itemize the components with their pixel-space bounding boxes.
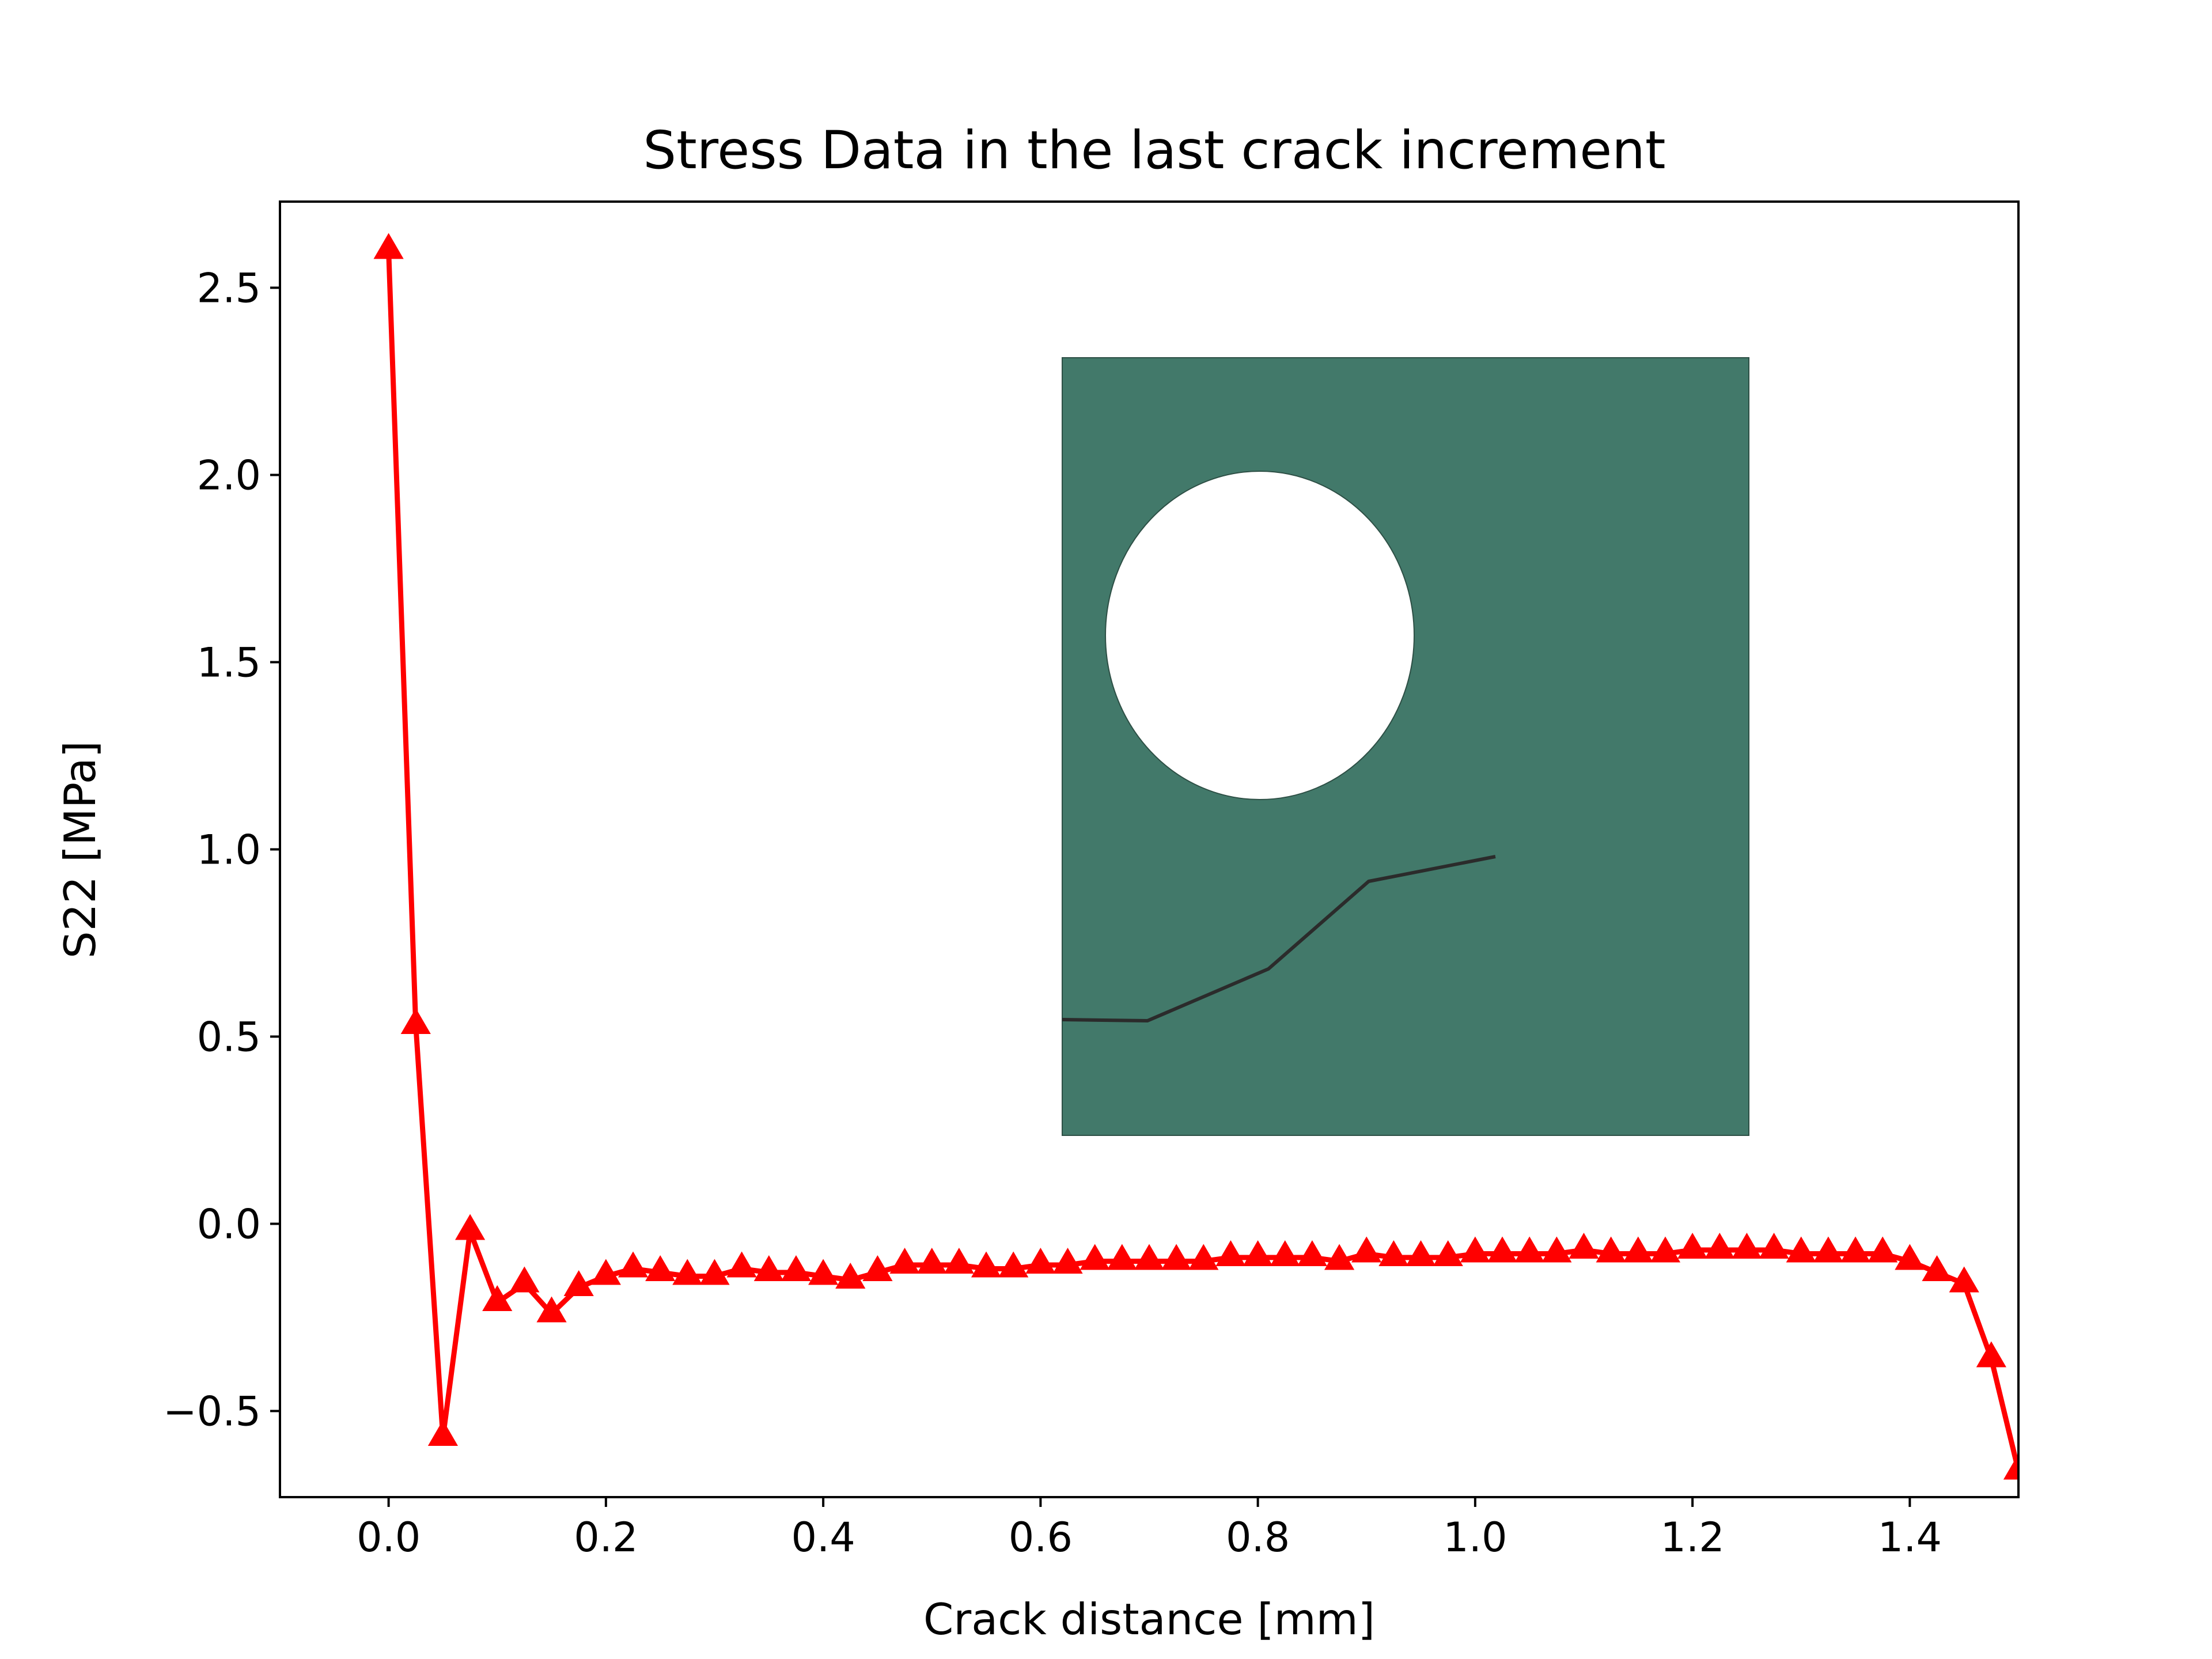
data-point-marker: [1188, 1244, 1219, 1270]
data-point-marker: [1677, 1233, 1708, 1259]
data-point-marker: [1433, 1240, 1463, 1266]
data-point-marker: [536, 1296, 567, 1323]
x-tick-label: 0.8: [1226, 1514, 1290, 1561]
data-point-marker: [590, 1259, 621, 1285]
data-point-marker: [781, 1255, 812, 1281]
data-point-marker: [1080, 1244, 1110, 1270]
data-point-marker: [699, 1259, 730, 1285]
data-point-marker: [1596, 1236, 1626, 1263]
x-tick-label: 1.2: [1660, 1514, 1724, 1561]
data-point-marker: [1378, 1240, 1409, 1266]
data-point-marker: [618, 1251, 649, 1278]
x-tick-label: 0.0: [357, 1514, 421, 1561]
x-tick-label: 0.2: [574, 1514, 638, 1561]
data-point-marker: [1840, 1236, 1871, 1263]
data-point-marker: [1732, 1233, 1762, 1259]
data-point-marker: [1705, 1233, 1735, 1259]
data-point-marker: [998, 1251, 1029, 1278]
data-point-marker: [726, 1251, 757, 1278]
x-tick-label: 0.4: [791, 1514, 855, 1561]
data-point-marker: [1052, 1248, 1083, 1274]
chart-title: Stress Data in the last crack increment: [643, 120, 1665, 181]
data-point-marker: [1025, 1248, 1056, 1274]
plot-frame: [279, 200, 2020, 1498]
data-point-marker: [1541, 1236, 1572, 1263]
y-tick-label: 0.0: [197, 1201, 261, 1248]
data-point-marker: [1895, 1244, 1925, 1270]
data-point-marker: [753, 1255, 784, 1281]
data-point-marker: [1297, 1240, 1328, 1266]
x-axis-label: Crack distance [mm]: [923, 1594, 1375, 1645]
data-point-marker: [563, 1270, 594, 1296]
data-point-marker: [1487, 1236, 1518, 1263]
data-point-marker: [1623, 1236, 1653, 1263]
data-point-marker: [971, 1251, 1002, 1278]
data-point-marker: [1514, 1236, 1545, 1263]
data-point-marker: [1650, 1236, 1681, 1263]
y-tick-label: 1.0: [197, 827, 261, 874]
data-point-marker: [1460, 1236, 1490, 1263]
data-point-marker: [835, 1263, 866, 1289]
data-point-marker: [400, 1008, 431, 1034]
data-point-marker: [1351, 1236, 1382, 1263]
x-axis-ticks: 0.0 0.2 0.4 0.6 0.8 1.0 1.2 1.4: [357, 1497, 1942, 1561]
data-point-marker: [1107, 1244, 1137, 1270]
x-tick-label: 1.0: [1443, 1514, 1507, 1561]
y-tick-label: 0.5: [197, 1014, 261, 1061]
data-point-marker: [1406, 1240, 1436, 1266]
data-point-marker: [1813, 1236, 1844, 1263]
data-point-marker: [1215, 1240, 1246, 1266]
y-axis-ticks: −0.5 0.0 0.5 1.0 1.5 2.0 2.5: [163, 265, 280, 1435]
data-point-marker: [1786, 1236, 1816, 1263]
data-point-marker: [672, 1259, 703, 1285]
data-point-marker: [427, 1420, 459, 1446]
data-point-marker: [1922, 1255, 1952, 1281]
data-point-marker: [862, 1255, 893, 1281]
series-layer: [373, 233, 2018, 1480]
y-tick-label: 1.5: [197, 639, 261, 687]
data-point-marker: [1759, 1233, 1789, 1259]
data-point-marker: [944, 1248, 975, 1274]
data-point-marker: [509, 1266, 540, 1293]
data-point-marker: [1868, 1236, 1898, 1263]
inset-plate-image: [1062, 357, 1749, 1136]
x-tick-label: 1.4: [1878, 1514, 1942, 1561]
data-point-marker: [1976, 1341, 2006, 1368]
data-point-marker: [373, 233, 404, 259]
inset-hole: [1105, 471, 1415, 800]
y-tick-label: 2.0: [197, 452, 261, 499]
data-point-marker: [916, 1248, 947, 1274]
data-point-marker: [889, 1248, 920, 1274]
data-point-marker: [1569, 1233, 1599, 1259]
data-point-marker: [1134, 1244, 1165, 1270]
data-point-marker: [645, 1255, 676, 1281]
data-point-marker: [1324, 1244, 1355, 1270]
y-tick-label: 2.5: [197, 265, 261, 312]
data-point-marker: [1243, 1240, 1273, 1266]
data-point-marker: [1949, 1266, 1979, 1293]
inset-crack-path: [1062, 855, 1496, 1022]
data-point-marker: [2003, 1453, 2018, 1480]
data-point-marker: [1270, 1240, 1300, 1266]
data-point-marker: [1161, 1244, 1192, 1270]
data-point-marker: [454, 1214, 486, 1240]
data-point-marker: [482, 1285, 513, 1311]
y-axis-label: S22 [MPa]: [55, 741, 105, 959]
y-tick-label: −0.5: [163, 1388, 261, 1435]
data-point-marker: [808, 1259, 839, 1285]
x-tick-label: 0.6: [1009, 1514, 1073, 1561]
